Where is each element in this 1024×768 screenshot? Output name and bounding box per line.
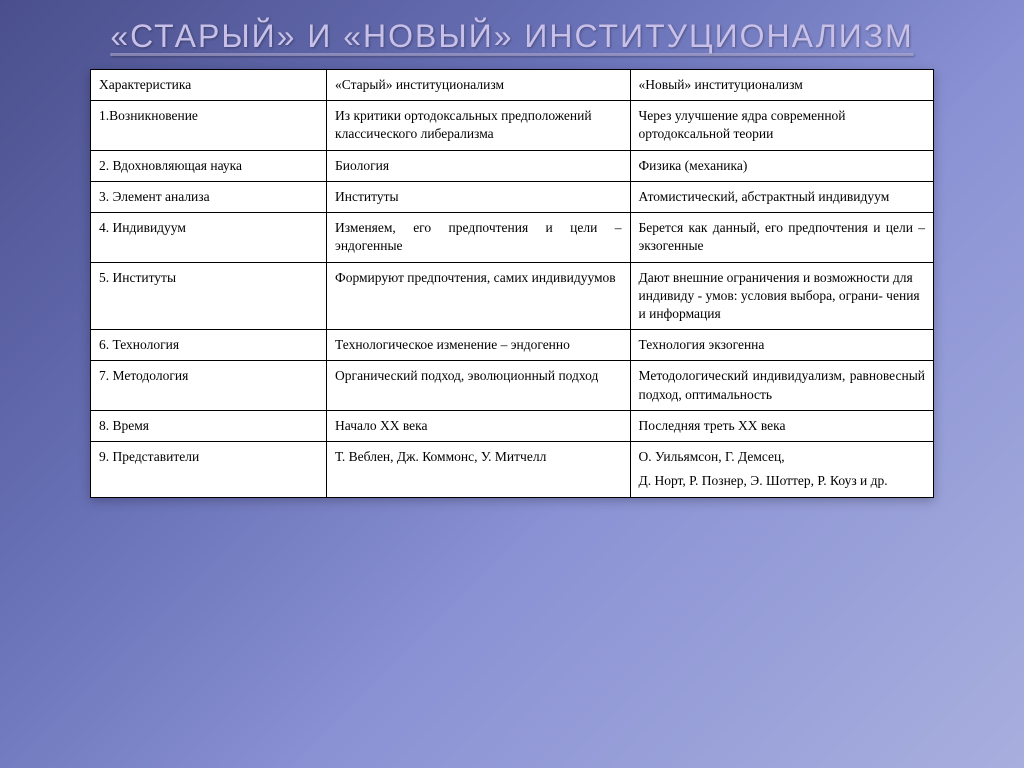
table-body: Характеристика «Старый» институционализм… <box>91 70 934 498</box>
new-cell: Физика (механика) <box>630 150 934 181</box>
new-cell: О. Уильямсон, Г. Демсец, Д. Норт, Р. Позн… <box>630 442 934 497</box>
slide-title: «СТАРЫЙ» И «НОВЫЙ» ИНСТИТУЦИОНАЛИЗМ <box>30 18 994 55</box>
row-label-cell: 5. Институты <box>91 262 327 330</box>
old-cell: Биология <box>327 150 630 181</box>
old-cell: Т. Веблен, Дж. Коммонс, У. Митчелл <box>327 442 630 497</box>
old-cell: Институты <box>327 181 630 212</box>
old-cell: Органический подход, эволюционный подход <box>327 361 630 410</box>
row-label-cell: 9. Представители <box>91 442 327 497</box>
row-label-cell: 6. Технология <box>91 330 327 361</box>
header-cell: «Старый» институционализм <box>327 70 630 101</box>
comparison-table: Характеристика «Старый» институционализм… <box>90 69 934 498</box>
row-label-cell: 1.Возникновение <box>91 101 327 150</box>
new-cell: Дают внешние ограничения и возможности д… <box>630 262 934 330</box>
row-label-cell: 7. Методология <box>91 361 327 410</box>
table-header-row: Характеристика «Старый» институционализм… <box>91 70 934 101</box>
old-cell: Технологическое изменение – эндогенно <box>327 330 630 361</box>
header-cell: Характеристика <box>91 70 327 101</box>
table-container: Характеристика «Старый» институционализм… <box>90 69 934 498</box>
slide: «СТАРЫЙ» И «НОВЫЙ» ИНСТИТУЦИОНАЛИЗМ Хара… <box>0 0 1024 768</box>
cell-line: Д. Норт, Р. Познер, Э. Шоттер, Р. Коуз и… <box>639 472 926 490</box>
new-cell: Последняя треть XX века <box>630 410 934 441</box>
new-cell: Технология экзогенна <box>630 330 934 361</box>
row-label-cell: 4. Индивидуум <box>91 213 327 262</box>
table-row: 3. Элемент анализаИнститутыАтомистически… <box>91 181 934 212</box>
table-row: 2. Вдохновляющая наукаБиологияФизика (ме… <box>91 150 934 181</box>
table-row: 9. ПредставителиТ. Веблен, Дж. Коммонс, … <box>91 442 934 497</box>
old-cell: Изменяем, его предпочтения и цели – эндо… <box>327 213 630 262</box>
row-label-cell: 2. Вдохновляющая наука <box>91 150 327 181</box>
table-row: 1.ВозникновениеИз критики ортодоксальных… <box>91 101 934 150</box>
cell-line: О. Уильямсон, Г. Демсец, <box>639 448 926 466</box>
new-cell: Атомистический, абстрактный индивидуум <box>630 181 934 212</box>
table-row: 7. МетодологияОрганический подход, эволю… <box>91 361 934 410</box>
new-cell: Берется как данный, его предпочтения и ц… <box>630 213 934 262</box>
table-row: 4. ИндивидуумИзменяем, его предпочтения … <box>91 213 934 262</box>
new-cell: Методологический индивидуализм, равновес… <box>630 361 934 410</box>
row-label-cell: 8. Время <box>91 410 327 441</box>
new-cell: Через улучшение ядра современной ортодок… <box>630 101 934 150</box>
table-row: 8. ВремяНачало XX векаПоследняя треть XX… <box>91 410 934 441</box>
table-row: 6. ТехнологияТехнологическое изменение –… <box>91 330 934 361</box>
old-cell: Начало XX века <box>327 410 630 441</box>
table-row: 5. ИнститутыФормируют предпочтения, сами… <box>91 262 934 330</box>
old-cell: Из критики ортодоксальных предположений … <box>327 101 630 150</box>
old-cell: Формируют предпочтения, самих индивидуум… <box>327 262 630 330</box>
header-cell: «Новый» институционализм <box>630 70 934 101</box>
row-label-cell: 3. Элемент анализа <box>91 181 327 212</box>
